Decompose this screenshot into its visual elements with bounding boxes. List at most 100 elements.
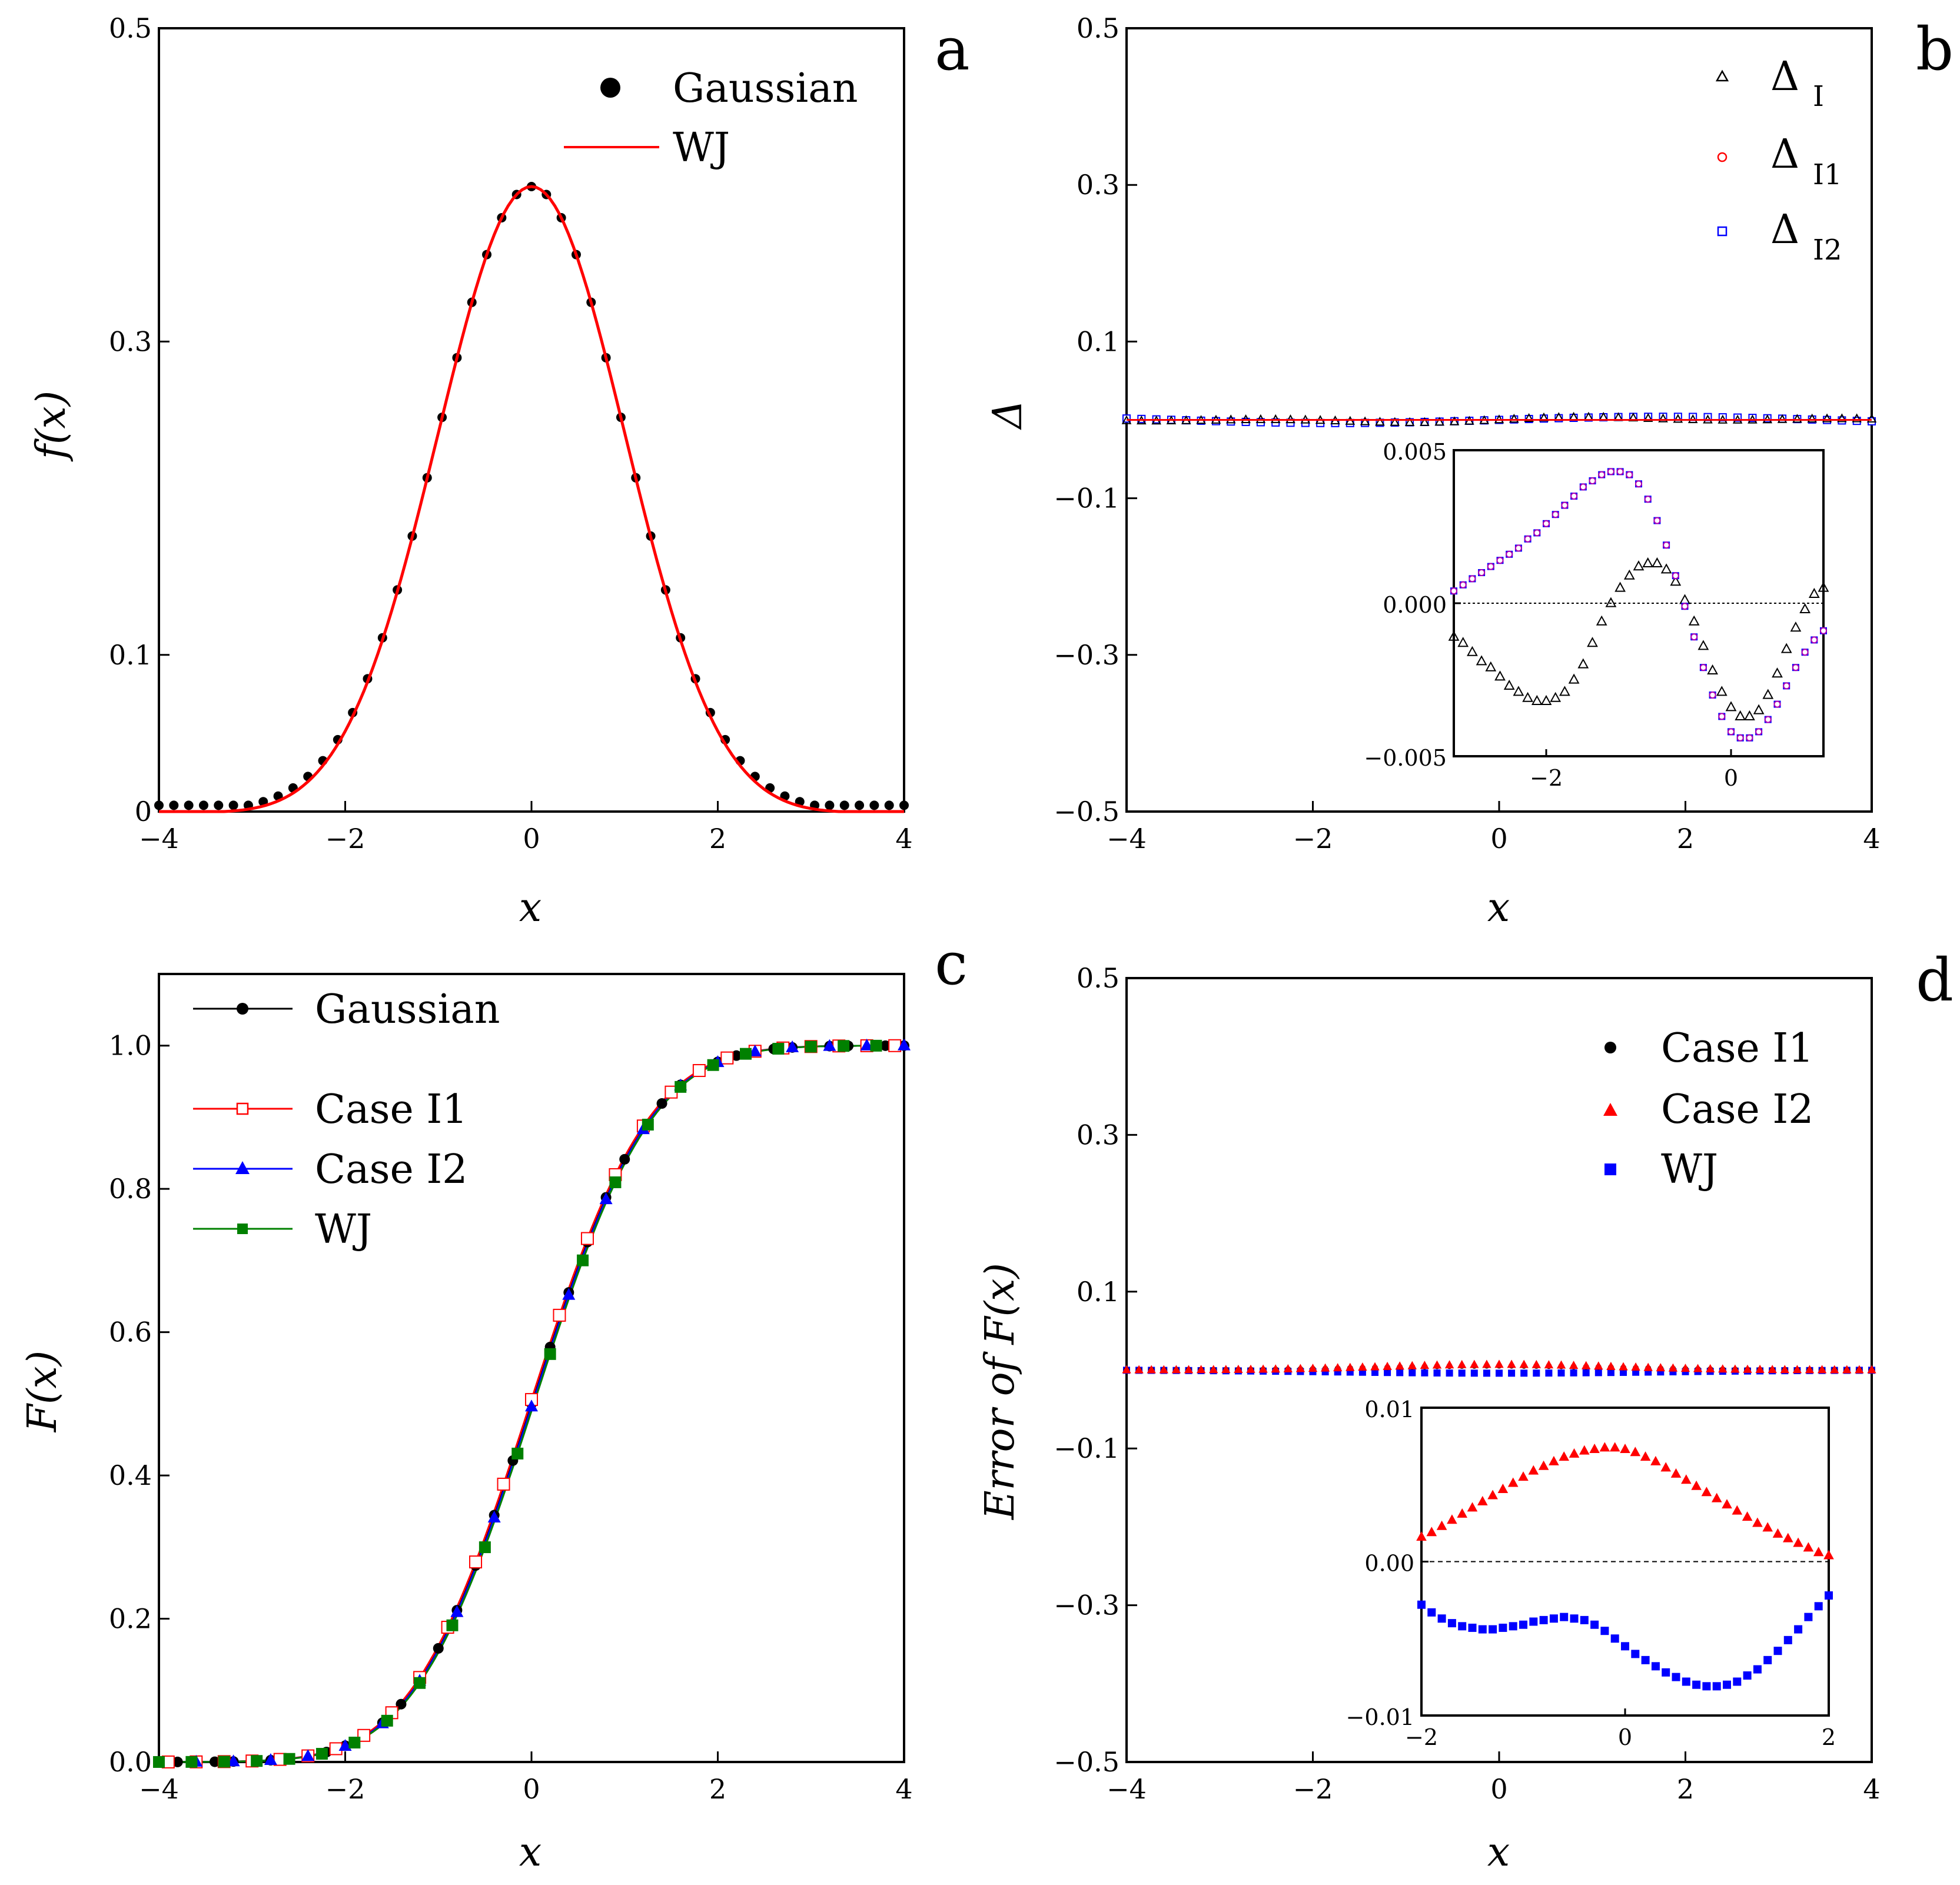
error-case-i2-point [1619,1362,1628,1371]
gaussian-point [899,800,909,810]
delta-i-point [1420,417,1430,426]
delta-i-point [1673,414,1683,423]
inset-delta-i-point [1494,670,1506,681]
inset-delta-i1-point [1469,575,1476,583]
error-case-i2-point [1209,1365,1218,1374]
cdf-point-2 [786,1040,799,1052]
inset-case-i2-point [1823,1550,1834,1560]
inset-delta-i-point [1799,603,1810,613]
legend-label-delta-i: Δ [1770,54,1799,100]
legend-label-gaussian-c: Gaussian [315,986,500,1033]
inset-d-x-tick-label: 0 [1618,1724,1632,1750]
error-case-i2-point [1295,1364,1305,1372]
cdf-point-3 [479,1541,491,1554]
inset-delta-i1-point [1728,728,1735,736]
inset-wj-point [1610,1634,1619,1643]
error-case-i2-point [1196,1365,1206,1374]
cdf-point-2 [562,1288,576,1300]
inset-case-i2-point [1722,1499,1732,1509]
panel-b-y-tick-label: 0.5 [1077,12,1119,44]
cdf-point-0 [619,1153,630,1165]
inset-case-i2-point [1660,1462,1671,1472]
legend-marker-delta-i2 [1717,226,1728,237]
inset-case-i2-point [1487,1490,1498,1500]
inset-delta-i-point [1772,667,1783,678]
inset-wj-point [1580,1615,1589,1624]
error-case-i2-point [1693,1364,1703,1372]
error-case-i2-point [1358,1362,1367,1371]
inset-case-i2-point [1630,1447,1641,1457]
panel-d-y-label: Error of F(x) [977,1263,1024,1521]
inset-wj-point [1509,1622,1517,1631]
error-case-i2-point [1631,1362,1640,1371]
panel-d-x-tick-label: −4 [1107,1773,1147,1805]
inset-delta-i1-point [1598,471,1606,478]
error-case-i2-point [1718,1364,1728,1373]
inset-delta-i1-point [1543,520,1550,527]
error-case-i2-point [1569,1361,1579,1369]
panel-b-x-tick-label: 2 [1677,823,1694,855]
inset-wj-point [1519,1620,1527,1629]
inset-delta-i1-point [1681,603,1689,610]
inset-wj-point [1539,1615,1548,1624]
inset-wj-point [1743,1671,1752,1680]
inset-delta-i-point [1503,679,1515,690]
plot-panel-b: −4 −2 0 2 4 −0.5 −0.3 −0.1 0.1 0.3 0.5 −2 0 −0.005 0.0… [1054,12,1880,855]
legend-marker-gaussian-c [237,1003,248,1015]
inset-delta-i1-point [1635,480,1642,488]
panel-b-x-tick-label: −2 [1293,823,1333,855]
inset-delta-i-point [1642,557,1654,567]
inset-case-i2-point [1803,1542,1814,1552]
cdf-point-3 [315,1748,328,1760]
gaussian-point [839,800,849,810]
inset-delta-i-point [1568,673,1580,684]
cdf-point-3 [609,1176,622,1188]
inset-delta-i1-point [1718,713,1726,720]
legend-marker-delta-i [1715,69,1729,82]
inset-delta-i-point [1652,557,1663,567]
error-case-i2-point [1432,1360,1442,1369]
gaussian-point [184,800,194,810]
legend-label-wj: WJ [673,125,730,171]
inset-case-i2-point [1742,1511,1753,1521]
panel-d-y-tick-label: 0.3 [1077,1119,1119,1151]
cdf-point-0 [396,1698,407,1710]
delta-i-point [1837,413,1847,423]
inset-delta-i-point [1744,710,1755,720]
cdf-point-2 [860,1038,873,1050]
inset-d-y-tick-label: −0.01 [1346,1704,1414,1730]
cdf-point-0 [172,1756,183,1767]
cdf-point-1 [720,1051,734,1065]
inset-delta-i1-point [1626,471,1633,478]
error-wj-point [1508,1369,1516,1377]
inset-case-i2-point [1732,1505,1743,1515]
panel-c-y-tick-label: 0.4 [109,1460,152,1491]
error-case-i2-point [1122,1365,1131,1374]
inset-delta-i1-point [1478,569,1486,576]
inset-delta-i-point [1688,615,1700,626]
error-case-i2-point [1482,1359,1491,1368]
error-case-i2-point [1780,1365,1789,1374]
cdf-point-3 [870,1039,882,1052]
inset-case-i2-point [1711,1492,1722,1502]
error-case-i2-point [1346,1362,1355,1371]
error-wj-point [1496,1369,1503,1377]
inset-delta-i1-point [1746,734,1753,742]
inset-case-i2-point [1559,1451,1569,1461]
inset-case-i2-point [1609,1442,1620,1452]
error-case-i2-point [1221,1365,1231,1374]
inset-delta-i-point [1605,597,1617,607]
inset-b-x-tick-label: −2 [1530,765,1563,791]
error-wj-point [1557,1369,1565,1377]
inset-delta-i1-point [1450,587,1457,595]
cdf-point-3 [153,1756,165,1768]
legend-label-delta-i1: Δ [1770,131,1799,178]
panel-c-x-label: x [519,1829,542,1876]
error-wj-point [1433,1369,1441,1377]
inset-wj-point [1621,1642,1629,1651]
inset-delta-i-point [1735,710,1746,720]
panel-b-y-tick-label: −0.3 [1054,639,1119,671]
error-case-i2-point [1494,1359,1504,1368]
error-case-i2-point [1246,1364,1255,1373]
error-case-i2-point [1668,1363,1678,1372]
